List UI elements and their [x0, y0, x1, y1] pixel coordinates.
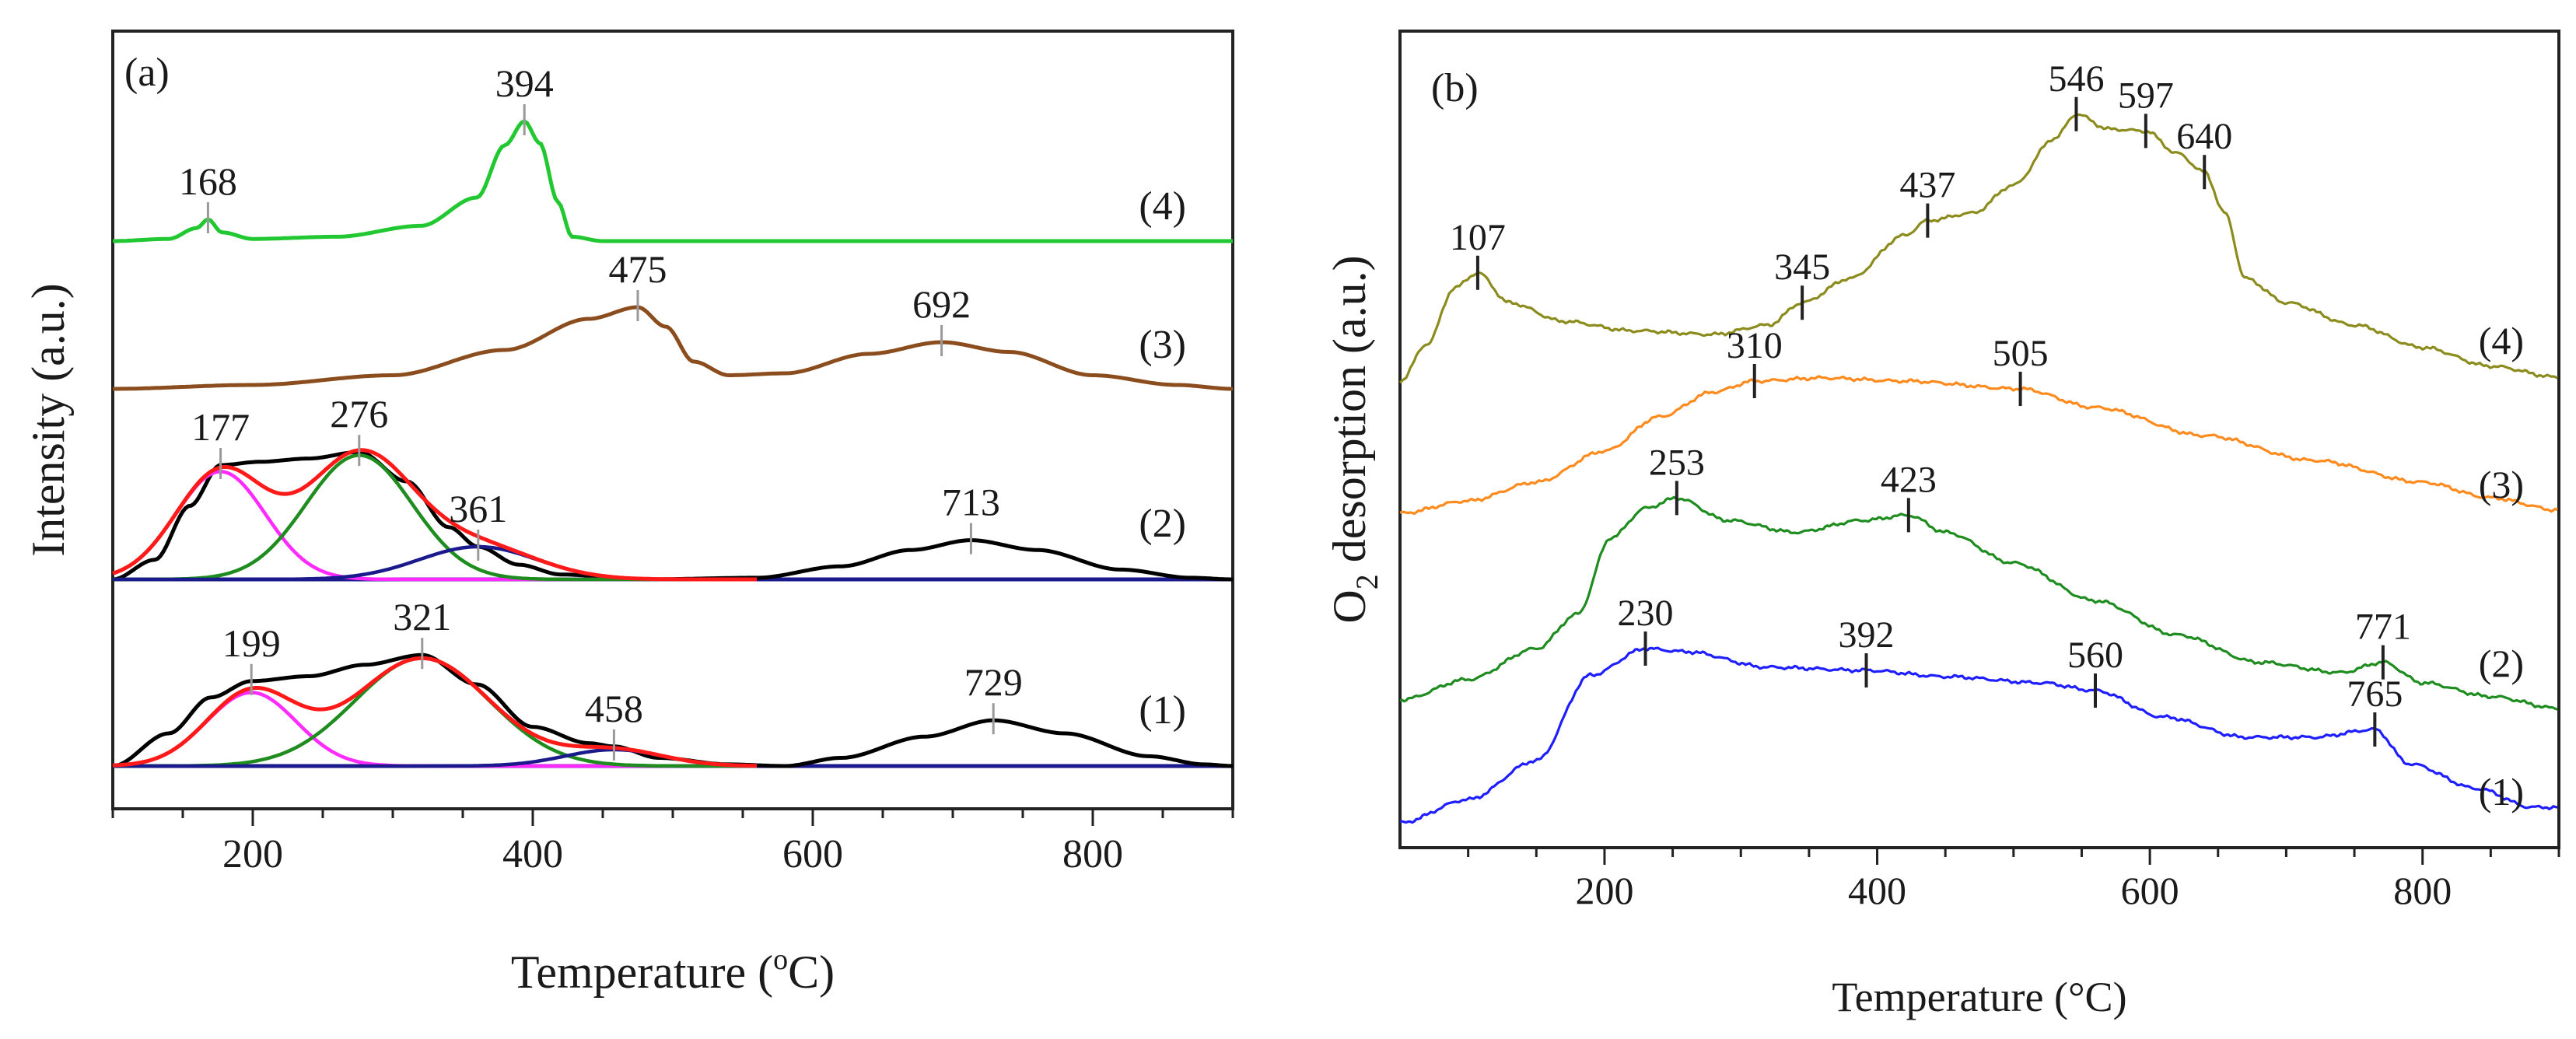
panel-b-series-1 — [1399, 646, 2558, 824]
panel-a-peak-label: 276 — [330, 392, 388, 436]
panel-a-fit-peak — [113, 656, 757, 768]
panel-b-peak-label: 423 — [1881, 459, 1937, 500]
panel-a-peak-labels: 168 394 475 692 177 276 361 713 199 321 458 729 — [179, 61, 1023, 761]
panel-a-series-4 — [113, 119, 1233, 243]
panel-b-peak-label: 546 — [2048, 58, 2104, 100]
panel-b-peak-label: 597 — [2118, 75, 2174, 116]
panel-a-peak-label: 177 — [191, 405, 250, 449]
panel-a-x-tick-label: 400 — [502, 832, 563, 876]
panel-a-peak-label: 458 — [585, 687, 643, 730]
panel-a-peak-label: 394 — [495, 61, 554, 105]
panel-b-series-3 — [1399, 375, 2558, 516]
panel-a-series-3 — [113, 305, 1233, 391]
panel-a-y-axis-label: Intensity (a.u.) — [23, 283, 74, 557]
panel-a-curve-label: (3) — [1139, 323, 1186, 367]
panel-b-curve-label: (4) — [2479, 319, 2524, 362]
panel-a-peak-label: 199 — [222, 621, 281, 665]
panel-a-peak-label: 475 — [609, 247, 667, 291]
panel-a-x-tick-label: 600 — [782, 832, 843, 876]
panel-b-peak-label: 107 — [1450, 217, 1506, 258]
panel-a-series — [112, 119, 1234, 768]
panel-a-series-2 — [112, 450, 1233, 582]
panel-a-plot-frame — [111, 30, 1234, 810]
panel-a-peak-label: 168 — [179, 159, 237, 203]
panel-a-peak-label: 361 — [449, 487, 507, 530]
panel-b-peak-label: 437 — [1899, 165, 1955, 206]
panel-b-series-2 — [1399, 495, 2558, 711]
panel-b-peak-label: 640 — [2176, 116, 2232, 157]
panel-a-peak-label: 321 — [393, 595, 451, 638]
panel-b-x-tick-label: 800 — [2393, 869, 2452, 912]
panel-b-peak-label: 310 — [1727, 325, 1783, 366]
panel-b-x-tick-label: 600 — [2121, 869, 2179, 912]
panel-a-x-tick-label: 800 — [1062, 832, 1123, 876]
panel-b-plot-frame — [1398, 30, 2560, 849]
panel-b-peak-label: 345 — [1774, 247, 1830, 288]
panel-b-curve-label: (1) — [2479, 770, 2524, 813]
panel-a-fit-peak — [112, 470, 757, 582]
panel-a-x-ticks: 200 400 600 800 — [111, 809, 1234, 876]
panel-a-peak-label: 713 — [942, 481, 1000, 524]
panel-a-curve-labels: (4) (3) (2) (1) — [1139, 184, 1186, 733]
panel-b-peak-label: 771 — [2355, 607, 2411, 648]
panel-a-peak-label: 729 — [964, 660, 1023, 704]
panel-a-x-tick-label: 200 — [222, 832, 283, 876]
panel-b-curve-labels: (4) (3) (2) (1) — [2479, 319, 2524, 813]
panel-a: (a) 168 394 475 692 177 276 361 713 199 321 458 729… — [23, 30, 1234, 998]
panel-b-y-axis-label: O2 desorption (a.u.) — [1324, 255, 1384, 623]
panel-b-x-ticks: 200 400 600 800 — [1467, 848, 2560, 912]
panel-b-peak-label: 505 — [1993, 333, 2049, 374]
panel-b-curve-label: (2) — [2479, 642, 2524, 685]
panel-a-curve-label: (2) — [1139, 502, 1186, 546]
panel-b-peak-label: 560 — [2067, 635, 2123, 676]
panel-b-peak-label: 765 — [2347, 673, 2403, 715]
panel-b-x-tick-label: 400 — [1848, 869, 1906, 912]
panel-b-peak-label: 230 — [1618, 593, 1674, 634]
panel-a-fit-sum — [112, 656, 758, 768]
panel-b-series — [1398, 113, 2558, 824]
panel-b-label: (b) — [1431, 66, 1479, 110]
panel-a-series-1 — [112, 652, 1234, 768]
panel-b-series-4 — [1398, 113, 2558, 384]
panel-b-x-axis-label: Temperature (°C) — [1832, 974, 2126, 1020]
panel-a-x-axis-label: Temperature (oC) — [511, 943, 835, 998]
panel-a-label: (a) — [124, 51, 170, 95]
panel-b-peak-label: 253 — [1649, 442, 1705, 483]
panel-a-curve-label: (1) — [1139, 688, 1186, 733]
panel-a-fit-peak — [113, 544, 757, 582]
panel-b-peak-label: 392 — [1839, 614, 1895, 656]
panel-b-curve-label: (3) — [2479, 463, 2524, 506]
panel-a-peak-label: 692 — [912, 282, 971, 326]
panel-a-curve-label: (4) — [1139, 184, 1186, 229]
panel-b-x-tick-label: 200 — [1575, 869, 1633, 912]
